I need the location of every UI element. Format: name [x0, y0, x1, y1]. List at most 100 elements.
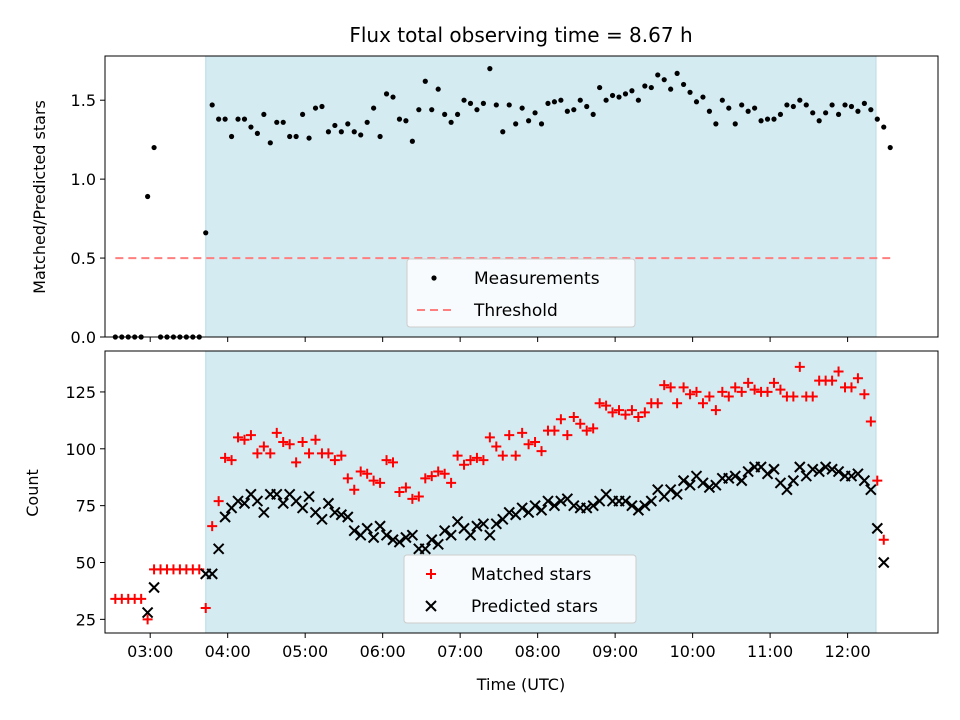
matched-star-point [575, 418, 586, 429]
y-tick-label: 1.5 [71, 91, 96, 110]
predicted-star-point [529, 499, 541, 512]
matched-star-point [833, 366, 844, 377]
matched-star-point [678, 382, 689, 393]
y-tick-label: 75 [76, 497, 96, 516]
matched-star-point [685, 389, 696, 400]
measurement-point [506, 102, 512, 108]
measurement-point [745, 108, 751, 114]
bottom-panel: 25 50 75 100 125 03:00 04:00 05:00 06:00 07:00 08:… [65, 350, 939, 661]
matched-star-point [200, 602, 211, 613]
measurement-point [597, 84, 603, 91]
matched-star-point [846, 382, 857, 393]
legend-label: Threshold [473, 301, 558, 321]
measurement-point [416, 107, 422, 113]
matched-star-point [549, 425, 560, 436]
predicted-star-point [361, 522, 373, 535]
measurement-point [306, 135, 312, 141]
predicted-star-point [316, 513, 328, 525]
matched-star-point [433, 466, 444, 477]
predicted-star-point [794, 461, 806, 473]
measurement-point [842, 102, 848, 108]
measurement-point [422, 78, 428, 84]
x-tick-label: 05:00 [282, 642, 328, 661]
matched-star-point [194, 564, 205, 575]
predicted-star-point [555, 495, 567, 507]
axes-frame [104, 350, 939, 634]
measurement-point [493, 102, 499, 108]
legend-swatch [431, 275, 437, 281]
measurement-point [351, 129, 357, 135]
matched-star-point [420, 473, 431, 484]
measurement-point [545, 100, 551, 106]
matched-star-point [407, 493, 418, 504]
measurement-point [835, 111, 842, 118]
bottom-y-axis-label: Count [23, 469, 42, 517]
predicted-star-point [445, 529, 457, 541]
measurement-point [467, 100, 474, 106]
predicted-star-point [723, 472, 735, 485]
predicted-star-point [380, 529, 393, 541]
matched-star-point [304, 448, 315, 459]
predicted-star-point [206, 568, 218, 580]
top-panel: 0.0 0.5 1.0 1.5 Measurements Threshold [71, 55, 939, 347]
predicted-star-point [645, 495, 658, 507]
matched-star-point [297, 436, 308, 447]
matched-star-point [749, 384, 760, 395]
measurement-point [338, 129, 344, 135]
measurement-point [287, 133, 293, 140]
legend-swatch [425, 600, 437, 612]
predicted-star-point [251, 495, 264, 507]
measurement-point [668, 86, 674, 92]
predicted-star-point [832, 465, 845, 478]
matched-star-point [626, 405, 637, 416]
matched-star-point [252, 448, 263, 459]
measurement-point [551, 99, 558, 105]
matched-star-point [400, 482, 411, 493]
matched-star-point [478, 455, 489, 466]
legend-label: Predicted stars [471, 597, 598, 617]
predicted-star-point [878, 556, 890, 569]
predicted-star-point [548, 499, 561, 512]
measurement-point [887, 144, 893, 151]
measurement-point [577, 97, 583, 103]
x-tick-label: 08:00 [515, 642, 561, 661]
measurement-point [868, 107, 874, 113]
measurement-point [254, 130, 260, 136]
matched-star-point [471, 452, 482, 463]
measurement-point [803, 102, 809, 108]
measurement-point [706, 108, 713, 114]
matched-star-point [672, 398, 683, 409]
matched-star-point [142, 614, 153, 625]
predicted-star-point [684, 479, 696, 491]
matched-star-point [207, 521, 218, 532]
measurement-point [823, 110, 829, 116]
matched-star-point [278, 436, 289, 447]
legend-label: Measurements [474, 269, 600, 289]
matched-star-point [220, 452, 231, 463]
predicted-star-point [490, 518, 503, 530]
matched-star-point [323, 448, 334, 459]
measurement-point [790, 103, 796, 110]
measurement-point [777, 111, 784, 118]
predicted-star-point [296, 502, 309, 514]
matched-star-point [633, 411, 644, 422]
measurement-point [325, 129, 332, 135]
matched-star-point [459, 459, 470, 470]
predicted-star-point [626, 499, 638, 512]
predicted-star-point [303, 490, 315, 503]
x-tick-label: 11:00 [747, 642, 793, 661]
matched-star-point [523, 439, 534, 450]
legend: Measurements Threshold [406, 258, 636, 328]
predicted-star-point [768, 463, 780, 475]
measurement-point [319, 103, 325, 110]
measurement-point [752, 105, 758, 111]
chart-title: Flux total observing time = 8.67 h [349, 23, 692, 47]
measurement-point [383, 91, 390, 97]
matched-star-point [555, 414, 566, 425]
measurement-point [235, 116, 241, 122]
measurement-point [261, 111, 267, 118]
y-tick-label: 100 [65, 440, 96, 459]
measurement-point [829, 102, 835, 108]
matched-star-point [362, 468, 373, 479]
